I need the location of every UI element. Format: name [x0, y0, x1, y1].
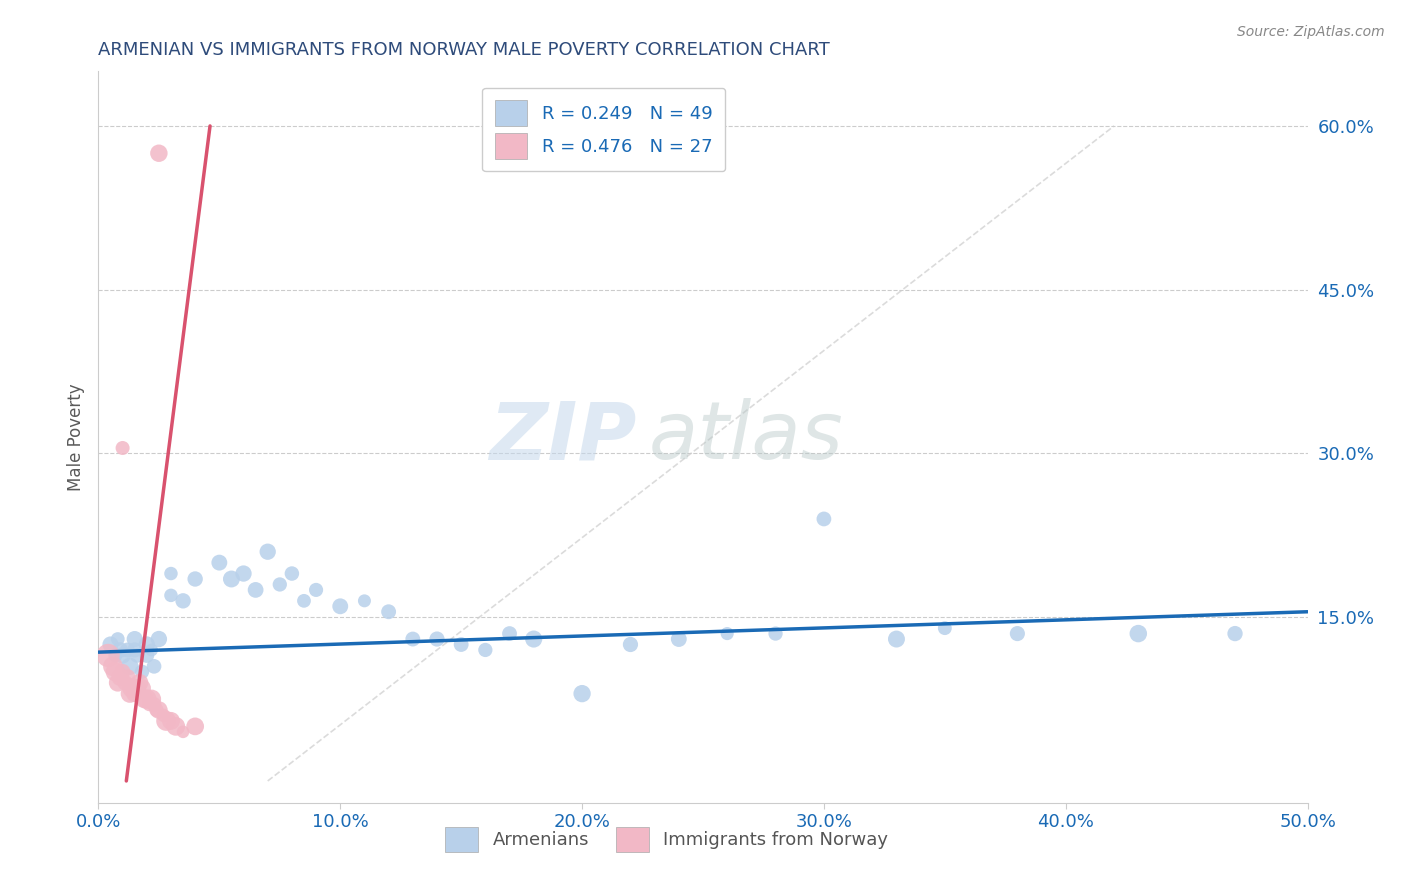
Point: [148, 703, 170, 717]
Point: [184, 572, 207, 586]
Point: [131, 681, 153, 695]
Point: [114, 675, 136, 690]
Point: [256, 545, 278, 559]
Point: [118, 687, 141, 701]
Point: [134, 692, 156, 706]
Point: [523, 632, 546, 646]
Point: [104, 648, 127, 663]
Point: [138, 698, 160, 712]
Point: [141, 643, 163, 657]
Point: [474, 643, 496, 657]
Point: [97, 648, 120, 663]
Point: [402, 632, 425, 646]
Point: [208, 556, 231, 570]
Point: [155, 714, 177, 728]
Point: [127, 648, 149, 663]
Point: [111, 665, 134, 679]
Point: [160, 588, 183, 602]
Point: [165, 719, 187, 733]
Point: [118, 659, 141, 673]
Point: [571, 687, 593, 701]
Point: [124, 643, 146, 657]
Y-axis label: Male Poverty: Male Poverty: [66, 384, 84, 491]
Point: [108, 643, 131, 657]
Point: [716, 626, 738, 640]
Point: [107, 675, 129, 690]
Point: [377, 605, 399, 619]
Point: [104, 665, 127, 679]
Point: [172, 594, 194, 608]
Point: [160, 566, 183, 581]
Point: [269, 577, 291, 591]
Point: [245, 582, 267, 597]
Point: [145, 703, 167, 717]
Point: [143, 659, 166, 673]
Point: [160, 714, 183, 728]
Point: [128, 675, 150, 690]
Point: [121, 681, 143, 695]
Point: [135, 692, 157, 706]
Point: [117, 670, 139, 684]
Point: [107, 632, 129, 646]
Point: [886, 632, 908, 646]
Point: [221, 572, 243, 586]
Point: [329, 599, 352, 614]
Point: [111, 441, 134, 455]
Point: [353, 594, 375, 608]
Point: [108, 670, 131, 684]
Point: [305, 582, 328, 597]
Point: [619, 638, 641, 652]
Point: [765, 626, 787, 640]
Point: [813, 512, 835, 526]
Point: [101, 659, 124, 673]
Point: [172, 724, 194, 739]
Point: [426, 632, 449, 646]
Point: [1007, 626, 1029, 640]
Text: ARMENIAN VS IMMIGRANTS FROM NORWAY MALE POVERTY CORRELATION CHART: ARMENIAN VS IMMIGRANTS FROM NORWAY MALE …: [98, 41, 830, 59]
Point: [232, 566, 254, 581]
Point: [131, 665, 153, 679]
Point: [100, 638, 122, 652]
Point: [934, 621, 956, 635]
Point: [143, 698, 166, 712]
Point: [124, 632, 146, 646]
Point: [135, 648, 157, 663]
Point: [668, 632, 690, 646]
Point: [292, 594, 315, 608]
Point: [148, 146, 170, 161]
Legend: Armenians, Immigrants from Norway: Armenians, Immigrants from Norway: [439, 820, 896, 860]
Point: [281, 566, 304, 581]
Point: [111, 648, 134, 663]
Point: [184, 719, 207, 733]
Point: [124, 687, 146, 701]
Point: [135, 638, 157, 652]
Point: [117, 643, 139, 657]
Point: [450, 638, 472, 652]
Point: [141, 692, 163, 706]
Text: ZIP: ZIP: [489, 398, 637, 476]
Text: atlas: atlas: [648, 398, 844, 476]
Text: Source: ZipAtlas.com: Source: ZipAtlas.com: [1237, 25, 1385, 39]
Point: [1128, 626, 1150, 640]
Point: [498, 626, 520, 640]
Point: [152, 708, 174, 723]
Point: [148, 632, 170, 646]
Point: [1223, 626, 1246, 640]
Point: [127, 681, 149, 695]
